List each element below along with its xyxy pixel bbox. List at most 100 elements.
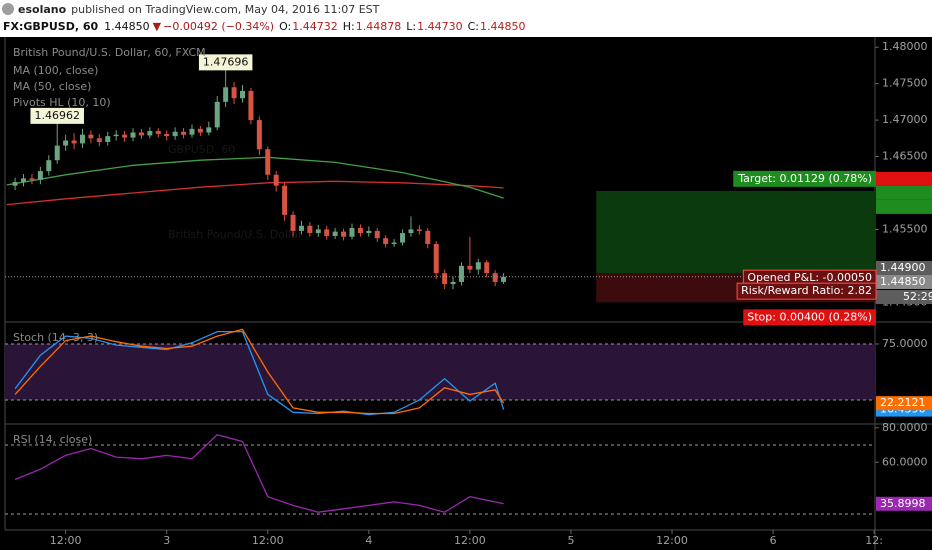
header-text: ▼: [153, 20, 162, 33]
candle-body: [408, 229, 414, 234]
x-tick-label: 6: [770, 534, 777, 547]
pnl-text: Opened P&L: -0.00050: [747, 271, 872, 284]
series-line: [14, 330, 505, 416]
x-tick-label: 12:: [865, 534, 883, 547]
price-label: 1.44900: [880, 261, 926, 274]
stop-text-box: [743, 309, 876, 326]
candle-body: [265, 149, 271, 175]
x-tick-label: 4: [365, 534, 372, 547]
series-line: [14, 328, 505, 415]
candle-body: [256, 120, 262, 150]
candle-body: [122, 134, 128, 138]
y-tick-label: 80.0000: [882, 421, 928, 434]
candle-body: [189, 128, 195, 135]
price-label-box: [876, 274, 932, 289]
candle-body: [164, 133, 170, 137]
candle-body: [501, 276, 507, 282]
x-tick-label: 12:00: [252, 534, 284, 547]
candle-body: [37, 171, 43, 180]
candle-body: [138, 132, 144, 136]
pane: GBPUSD, 60 British Pound/U.S. Dollar 1.469…: [5, 54, 875, 303]
header-text: −0.00492 (−0.34%): [163, 20, 274, 33]
y-tick-label: 1.47500: [882, 77, 928, 90]
countdown: 52:29: [903, 290, 932, 303]
candle-body: [71, 140, 77, 144]
candle-body: [290, 214, 296, 231]
header-text: L:: [406, 20, 416, 33]
candle-body: [467, 265, 473, 270]
candle-body: [231, 87, 237, 99]
avatar: [2, 3, 14, 15]
x-tick-label: 12:00: [454, 534, 486, 547]
candle-body: [324, 229, 330, 236]
candle-body: [458, 265, 464, 282]
watermark: GBPUSD, 60: [168, 143, 235, 156]
header-text: esolano: [18, 3, 67, 16]
candle-body: [416, 229, 422, 231]
candle-body: [315, 229, 321, 234]
candle-body: [248, 90, 254, 121]
candle-body: [298, 225, 304, 231]
candle-body: [383, 238, 389, 245]
candle-body: [442, 273, 448, 285]
candle-body: [96, 138, 102, 142]
candle-body: [214, 101, 220, 128]
candle-body: [450, 281, 456, 285]
header-text: 1.44732: [292, 20, 338, 33]
series-line: [14, 433, 504, 513]
pane: [5, 328, 875, 416]
pane-title: Stoch (14, 3, 3): [13, 331, 98, 344]
pivot-label: 1.46962: [34, 109, 80, 122]
series-line: [6, 180, 504, 206]
y-tick-label: 60.0000: [882, 455, 928, 468]
candle-body: [197, 128, 203, 133]
header-text: H:: [343, 20, 355, 33]
candle-body: [341, 231, 347, 237]
watermark: British Pound/U.S. Dollar: [168, 228, 303, 241]
target-text: Target: 0.01129 (0.78%): [737, 172, 872, 185]
candle-body: [113, 134, 119, 137]
candle-body: [366, 230, 372, 234]
candle-body: [484, 262, 490, 274]
candle-body: [29, 178, 35, 180]
candle-body: [349, 227, 355, 237]
candle-body: [172, 131, 178, 137]
last-value-label: 22.2121: [880, 396, 926, 409]
last-value-label: 35.8998: [880, 497, 926, 510]
candle-body: [206, 127, 212, 133]
target-text-box: [733, 170, 876, 187]
candle-body: [147, 131, 153, 136]
legend-entry: Pivots HL (10, 10): [13, 96, 111, 109]
candle-body: [223, 87, 229, 102]
candle-body: [46, 160, 52, 172]
pivot-label-box: [198, 54, 253, 71]
header-bar: [0, 0, 932, 37]
y-tick-label: 75.0000: [882, 337, 928, 350]
candle-body: [130, 132, 136, 138]
candle-body: [374, 230, 380, 239]
legend-entry: MA (100, close): [13, 64, 98, 77]
header-text: 1.44878: [356, 20, 402, 33]
candle-body: [492, 273, 498, 282]
chart-title: British Pound/U.S. Dollar, 60, FXCM: [13, 46, 206, 59]
candle-body: [433, 244, 439, 274]
stop-text: Stop: 0.00400 (0.28%): [747, 310, 872, 323]
header-text: published on TradingView.com, May 04, 20…: [71, 3, 379, 16]
candle-body: [307, 225, 313, 234]
legend-entry: MA (50, close): [13, 80, 91, 93]
candle-body: [63, 140, 69, 146]
pivot-label-box: [30, 107, 84, 124]
price-label-box: [876, 260, 932, 275]
last-value-box: [876, 396, 932, 411]
position-profit-zone: [596, 190, 875, 274]
pane-title: RSI (14, close): [13, 433, 92, 446]
countdown-box: [876, 289, 932, 304]
candle-body: [181, 131, 187, 135]
candle-body: [273, 174, 279, 186]
x-tick-label: 5: [567, 534, 574, 547]
candle-body: [400, 233, 406, 243]
y-tick-label: 1.48000: [882, 40, 928, 53]
candle-body: [282, 185, 288, 215]
candle-body: [88, 134, 94, 139]
